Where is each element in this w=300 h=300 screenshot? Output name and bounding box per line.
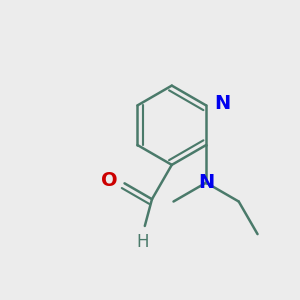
- Text: N: N: [198, 173, 214, 192]
- Text: N: N: [214, 94, 230, 113]
- Text: H: H: [136, 233, 149, 251]
- Text: O: O: [101, 171, 118, 190]
